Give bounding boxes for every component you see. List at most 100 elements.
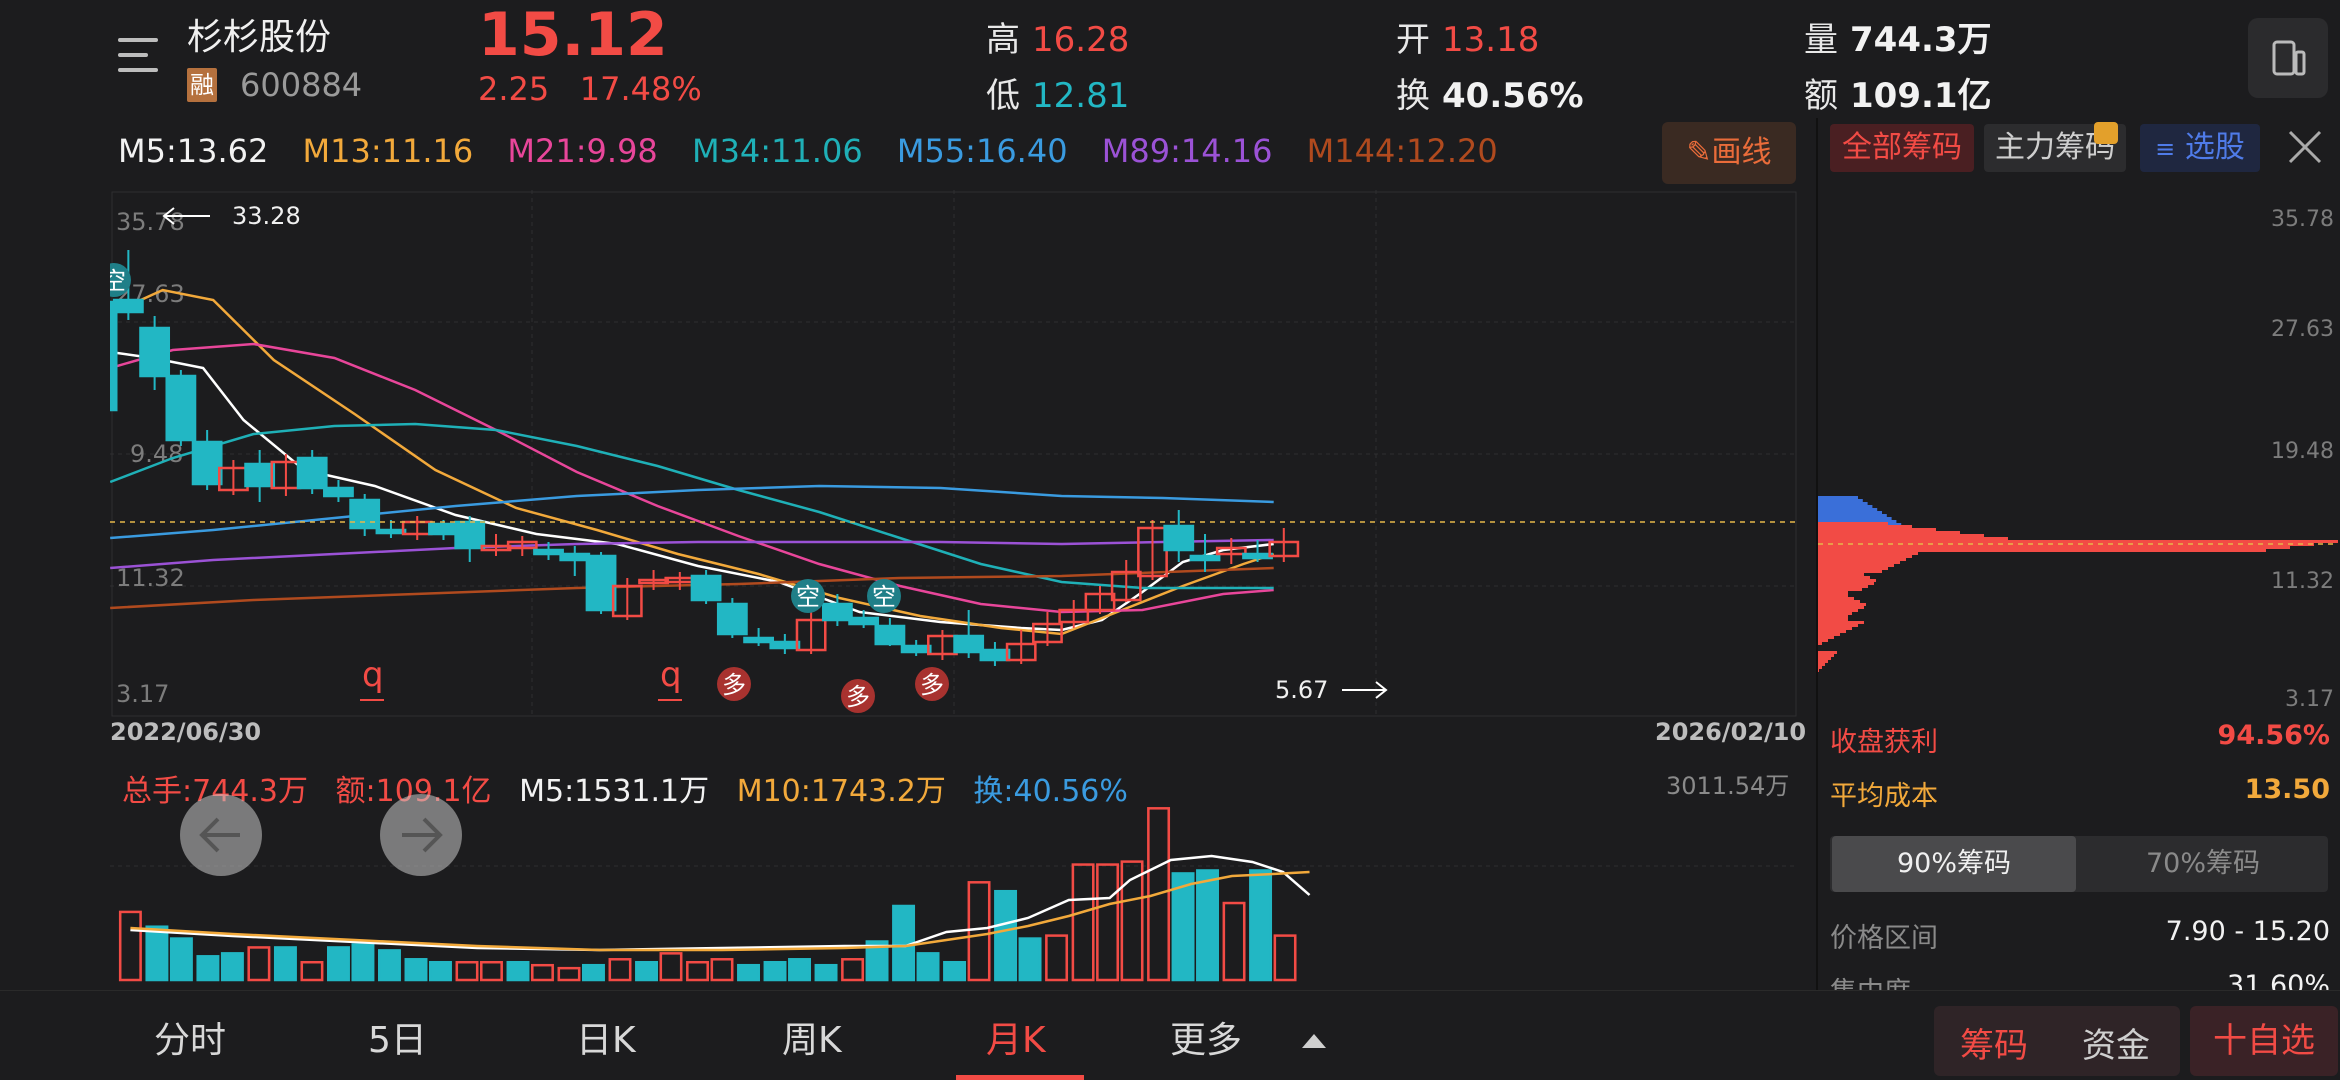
chip-y-label: 35.78 xyxy=(2271,207,2334,232)
chip-y-label: 19.48 xyxy=(2271,439,2334,464)
landscape-toggle-button[interactable] xyxy=(2248,18,2328,98)
phone-rotate-icon xyxy=(2272,40,2306,76)
price-range-value: 7.90 - 15.20 xyxy=(2165,916,2330,947)
concentration-row: 集中度 31.60% xyxy=(1830,966,2330,990)
tab-monthly[interactable]: 月K xyxy=(986,1020,1046,1061)
turnover-item: 换 40.56% xyxy=(1396,68,1584,117)
candle-body xyxy=(874,624,906,646)
change-percent: 17.48% xyxy=(579,70,702,108)
vol-ma5-line xyxy=(130,854,1311,952)
concentration-value: 31.60% xyxy=(2227,970,2330,990)
volume-bar xyxy=(169,937,193,982)
y-axis-label: 3.17 xyxy=(116,680,169,708)
margin-badge: 融 xyxy=(187,68,217,102)
volume-bar xyxy=(273,946,297,982)
candle-body xyxy=(953,634,985,654)
profit-row: 收盘获利 94.56% xyxy=(1830,720,2330,764)
chip-bar xyxy=(1818,564,1894,567)
volume-bar xyxy=(1171,872,1195,982)
chip-bar xyxy=(1818,517,1892,520)
candle-body xyxy=(743,636,775,644)
ma55-line xyxy=(110,484,1274,540)
volume-bar xyxy=(145,925,169,982)
volume-bar xyxy=(220,952,244,982)
volume-bar xyxy=(327,946,350,982)
seg-90-chips[interactable]: 90%筹码 xyxy=(1832,836,2076,892)
volume-bar xyxy=(582,963,605,982)
chip-bar xyxy=(1818,531,1960,534)
signal-q: q xyxy=(362,655,384,695)
signal-kong: 空 xyxy=(867,579,901,613)
tab-more[interactable]: 更多 xyxy=(1170,1020,1243,1061)
volume-bar xyxy=(506,960,530,982)
tab-daily[interactable]: 日K xyxy=(576,1020,636,1061)
chip-bar xyxy=(1818,552,1918,555)
amount-label: 额 xyxy=(1804,76,1838,116)
volume-bar xyxy=(814,963,838,982)
draw-line-button[interactable]: ✎画线 xyxy=(1662,122,1796,184)
chip-bar xyxy=(1818,567,1888,570)
high-item: 高 16.28 xyxy=(986,12,1129,61)
chip-bar xyxy=(1818,520,1897,523)
ma34-line xyxy=(110,422,1274,590)
scroll-right-button[interactable] xyxy=(380,794,462,876)
chip-bar xyxy=(1818,549,2266,552)
volume-bar xyxy=(841,958,865,982)
signal-kong-circle xyxy=(110,263,131,297)
lock-icon xyxy=(2094,122,2118,144)
signal-markers: 空多空空多多多qq xyxy=(110,263,949,713)
chip-bar xyxy=(1818,537,2008,540)
chip-button[interactable]: 筹码 xyxy=(1960,1026,2028,1066)
add-watchlist-button[interactable]: 十自选 xyxy=(2190,1006,2338,1076)
fund-button[interactable]: 资金 xyxy=(2082,1026,2150,1066)
scroll-left-button[interactable] xyxy=(180,794,262,876)
avg-cost-row: 平均成本 13.50 xyxy=(1830,774,2330,818)
candle-body xyxy=(585,554,617,612)
signal-duo: 多 xyxy=(915,667,949,701)
volume-bar xyxy=(351,943,375,982)
volume-bar xyxy=(865,940,889,982)
signal-duo-circle xyxy=(717,667,751,701)
volume-chart[interactable] xyxy=(110,800,1798,982)
stock-name[interactable]: 杉杉股份 xyxy=(187,17,332,58)
chip-bar xyxy=(1818,522,1888,525)
chip-bar xyxy=(1818,570,1882,573)
signal-q: q xyxy=(660,655,682,695)
signal-duo: 多 xyxy=(717,667,751,701)
chip-y-label: 11.32 xyxy=(2271,569,2334,594)
volume-bar xyxy=(1196,869,1219,982)
y-axis-label: 35.78 xyxy=(116,208,185,236)
volume-bar xyxy=(943,960,967,982)
volume-bar xyxy=(531,963,554,982)
triangle-up-icon[interactable] xyxy=(1302,1033,1326,1052)
tab-stock-select-label: 选股 xyxy=(2184,130,2245,165)
candle-body xyxy=(1242,552,1273,560)
chip-bar xyxy=(1818,660,1828,663)
seg-70-chips[interactable]: 70%筹码 xyxy=(2145,848,2260,879)
chip-bar xyxy=(1818,630,1846,633)
menu-icon[interactable] xyxy=(118,34,166,78)
candle-body xyxy=(979,648,1011,662)
candle-body xyxy=(1084,592,1116,612)
chip-bar xyxy=(1818,499,1863,502)
signal-kong-circle xyxy=(867,579,901,613)
tab-intraday[interactable]: 分时 xyxy=(154,1020,227,1061)
volume-bar xyxy=(916,952,940,982)
signal-duo-circle xyxy=(915,667,949,701)
tab-5day[interactable]: 5日 xyxy=(368,1020,427,1061)
tab-all-chips[interactable]: 全部筹码 xyxy=(1830,124,1974,172)
high-marker-label: 33.28 xyxy=(232,202,301,230)
volume-bar xyxy=(1096,863,1120,982)
signal-kong-text: 空 xyxy=(110,267,126,295)
stock-code: 600884 xyxy=(240,66,363,104)
close-icon[interactable] xyxy=(2282,124,2328,170)
tab-weekly[interactable]: 周K xyxy=(782,1020,842,1061)
low-value: 12.81 xyxy=(1032,76,1130,116)
volume-bar xyxy=(1222,901,1246,982)
tab-stock-select[interactable]: ≡ 选股 xyxy=(2140,124,2260,172)
candle-body xyxy=(349,498,381,530)
chip-bar xyxy=(1818,576,1870,579)
panel-divider xyxy=(1816,118,1818,990)
concentration-label: 集中度 xyxy=(1830,970,1911,990)
